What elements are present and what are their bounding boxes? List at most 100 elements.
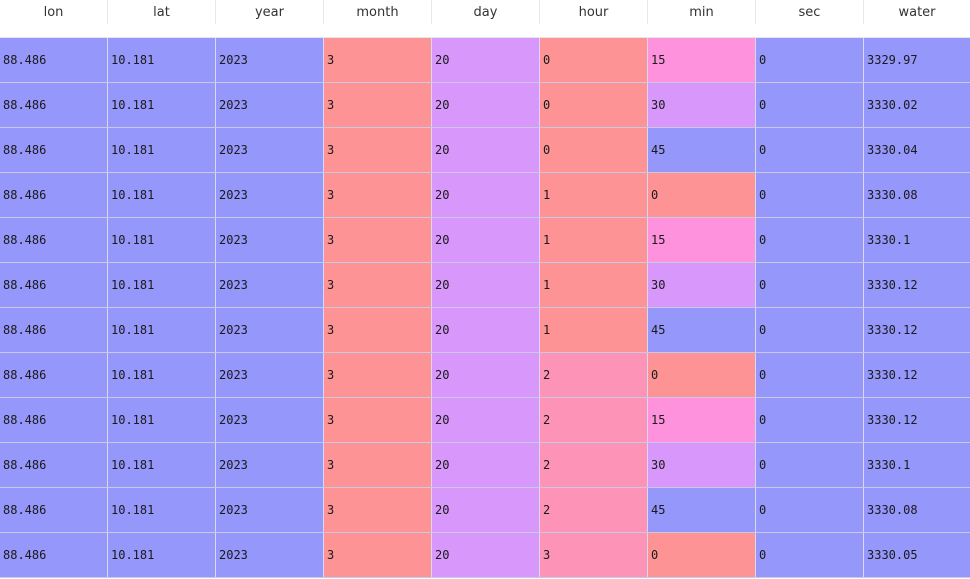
- cell-lat[interactable]: 10.181: [108, 38, 216, 82]
- cell-year[interactable]: 2023: [216, 83, 324, 127]
- cell-min[interactable]: 30: [648, 263, 756, 307]
- cell-min[interactable]: 45: [648, 488, 756, 532]
- cell-lat[interactable]: 10.181: [108, 308, 216, 352]
- cell-year[interactable]: 2023: [216, 218, 324, 262]
- cell-month[interactable]: 3: [324, 308, 432, 352]
- cell-year[interactable]: 2023: [216, 488, 324, 532]
- cell-sec[interactable]: 0: [756, 128, 864, 172]
- cell-month[interactable]: 3: [324, 533, 432, 577]
- cell-month[interactable]: 3: [324, 353, 432, 397]
- cell-water[interactable]: 3330.1: [864, 218, 970, 262]
- cell-sec[interactable]: 0: [756, 263, 864, 307]
- cell-year[interactable]: 2023: [216, 308, 324, 352]
- table-row[interactable]: 88.486 10.181 2023 3 20 1 30 0 3330.12: [0, 263, 970, 308]
- cell-month[interactable]: 3: [324, 398, 432, 442]
- cell-month[interactable]: 3: [324, 263, 432, 307]
- cell-sec[interactable]: 0: [756, 38, 864, 82]
- cell-day[interactable]: 20: [432, 83, 540, 127]
- cell-lon[interactable]: 88.486: [0, 443, 108, 487]
- cell-water[interactable]: 3330.08: [864, 173, 970, 217]
- cell-lat[interactable]: 10.181: [108, 263, 216, 307]
- cell-day[interactable]: 20: [432, 263, 540, 307]
- cell-min[interactable]: 30: [648, 83, 756, 127]
- cell-sec[interactable]: 0: [756, 218, 864, 262]
- cell-day[interactable]: 20: [432, 398, 540, 442]
- cell-min[interactable]: 0: [648, 533, 756, 577]
- table-row[interactable]: 88.486 10.181 2023 3 20 2 0 0 3330.12: [0, 353, 970, 398]
- table-row[interactable]: 88.486 10.181 2023 3 20 0 15 0 3329.97: [0, 38, 970, 83]
- cell-year[interactable]: 2023: [216, 353, 324, 397]
- cell-year[interactable]: 2023: [216, 38, 324, 82]
- table-row[interactable]: 88.486 10.181 2023 3 20 3 0 0 3330.05: [0, 533, 970, 578]
- cell-sec[interactable]: 0: [756, 308, 864, 352]
- cell-lat[interactable]: 10.181: [108, 398, 216, 442]
- cell-water[interactable]: 3330.08: [864, 488, 970, 532]
- cell-hour[interactable]: 0: [540, 38, 648, 82]
- cell-lon[interactable]: 88.486: [0, 173, 108, 217]
- column-header-day[interactable]: day: [432, 0, 540, 24]
- cell-lon[interactable]: 88.486: [0, 488, 108, 532]
- cell-hour[interactable]: 1: [540, 173, 648, 217]
- cell-day[interactable]: 20: [432, 173, 540, 217]
- cell-sec[interactable]: 0: [756, 533, 864, 577]
- cell-water[interactable]: 3330.04: [864, 128, 970, 172]
- column-header-water[interactable]: water: [898, 5, 936, 20]
- cell-hour[interactable]: 0: [540, 83, 648, 127]
- column-header-month[interactable]: month: [324, 0, 432, 24]
- cell-water[interactable]: 3330.02: [864, 83, 970, 127]
- table-row[interactable]: 88.486 10.181 2023 3 20 2 15 0 3330.12: [0, 398, 970, 443]
- cell-lon[interactable]: 88.486: [0, 218, 108, 262]
- table-row[interactable]: 88.486 10.181 2023 3 20 0 30 0 3330.02: [0, 83, 970, 128]
- cell-water[interactable]: 3330.12: [864, 398, 970, 442]
- cell-year[interactable]: 2023: [216, 398, 324, 442]
- cell-month[interactable]: 3: [324, 488, 432, 532]
- cell-min[interactable]: 15: [648, 398, 756, 442]
- cell-min[interactable]: 45: [648, 308, 756, 352]
- column-header-year[interactable]: year: [216, 0, 324, 24]
- cell-year[interactable]: 2023: [216, 443, 324, 487]
- cell-day[interactable]: 20: [432, 128, 540, 172]
- cell-water[interactable]: 3330.12: [864, 353, 970, 397]
- cell-water[interactable]: 3330.05: [864, 533, 970, 577]
- table-row[interactable]: 88.486 10.181 2023 3 20 0 45 0 3330.04: [0, 128, 970, 173]
- table-row[interactable]: 88.486 10.181 2023 3 20 2 30 0 3330.1: [0, 443, 970, 488]
- cell-lon[interactable]: 88.486: [0, 83, 108, 127]
- cell-lat[interactable]: 10.181: [108, 218, 216, 262]
- cell-sec[interactable]: 0: [756, 488, 864, 532]
- cell-lon[interactable]: 88.486: [0, 128, 108, 172]
- cell-hour[interactable]: 1: [540, 218, 648, 262]
- cell-lat[interactable]: 10.181: [108, 353, 216, 397]
- cell-month[interactable]: 3: [324, 218, 432, 262]
- cell-min[interactable]: 30: [648, 443, 756, 487]
- cell-sec[interactable]: 0: [756, 443, 864, 487]
- cell-lat[interactable]: 10.181: [108, 488, 216, 532]
- cell-lon[interactable]: 88.486: [0, 38, 108, 82]
- column-header-lat[interactable]: lat: [108, 0, 216, 24]
- cell-year[interactable]: 2023: [216, 173, 324, 217]
- cell-lon[interactable]: 88.486: [0, 353, 108, 397]
- cell-min[interactable]: 0: [648, 173, 756, 217]
- cell-hour[interactable]: 2: [540, 398, 648, 442]
- cell-hour[interactable]: 1: [540, 263, 648, 307]
- cell-hour[interactable]: 2: [540, 353, 648, 397]
- cell-day[interactable]: 20: [432, 443, 540, 487]
- cell-day[interactable]: 20: [432, 353, 540, 397]
- column-header-min[interactable]: min: [648, 0, 756, 24]
- table-row[interactable]: 88.486 10.181 2023 3 20 1 15 0 3330.1: [0, 218, 970, 263]
- cell-year[interactable]: 2023: [216, 263, 324, 307]
- cell-day[interactable]: 20: [432, 488, 540, 532]
- cell-day[interactable]: 20: [432, 38, 540, 82]
- cell-hour[interactable]: 1: [540, 308, 648, 352]
- column-header-lon[interactable]: lon: [0, 0, 108, 24]
- cell-month[interactable]: 3: [324, 443, 432, 487]
- cell-min[interactable]: 15: [648, 38, 756, 82]
- table-row[interactable]: 88.486 10.181 2023 3 20 1 0 0 3330.08: [0, 173, 970, 218]
- cell-lat[interactable]: 10.181: [108, 173, 216, 217]
- cell-month[interactable]: 3: [324, 83, 432, 127]
- cell-hour[interactable]: 2: [540, 443, 648, 487]
- cell-water[interactable]: 3330.12: [864, 308, 970, 352]
- cell-water[interactable]: 3330.1: [864, 443, 970, 487]
- cell-water[interactable]: 3329.97: [864, 38, 970, 82]
- cell-day[interactable]: 20: [432, 533, 540, 577]
- cell-hour[interactable]: 2: [540, 488, 648, 532]
